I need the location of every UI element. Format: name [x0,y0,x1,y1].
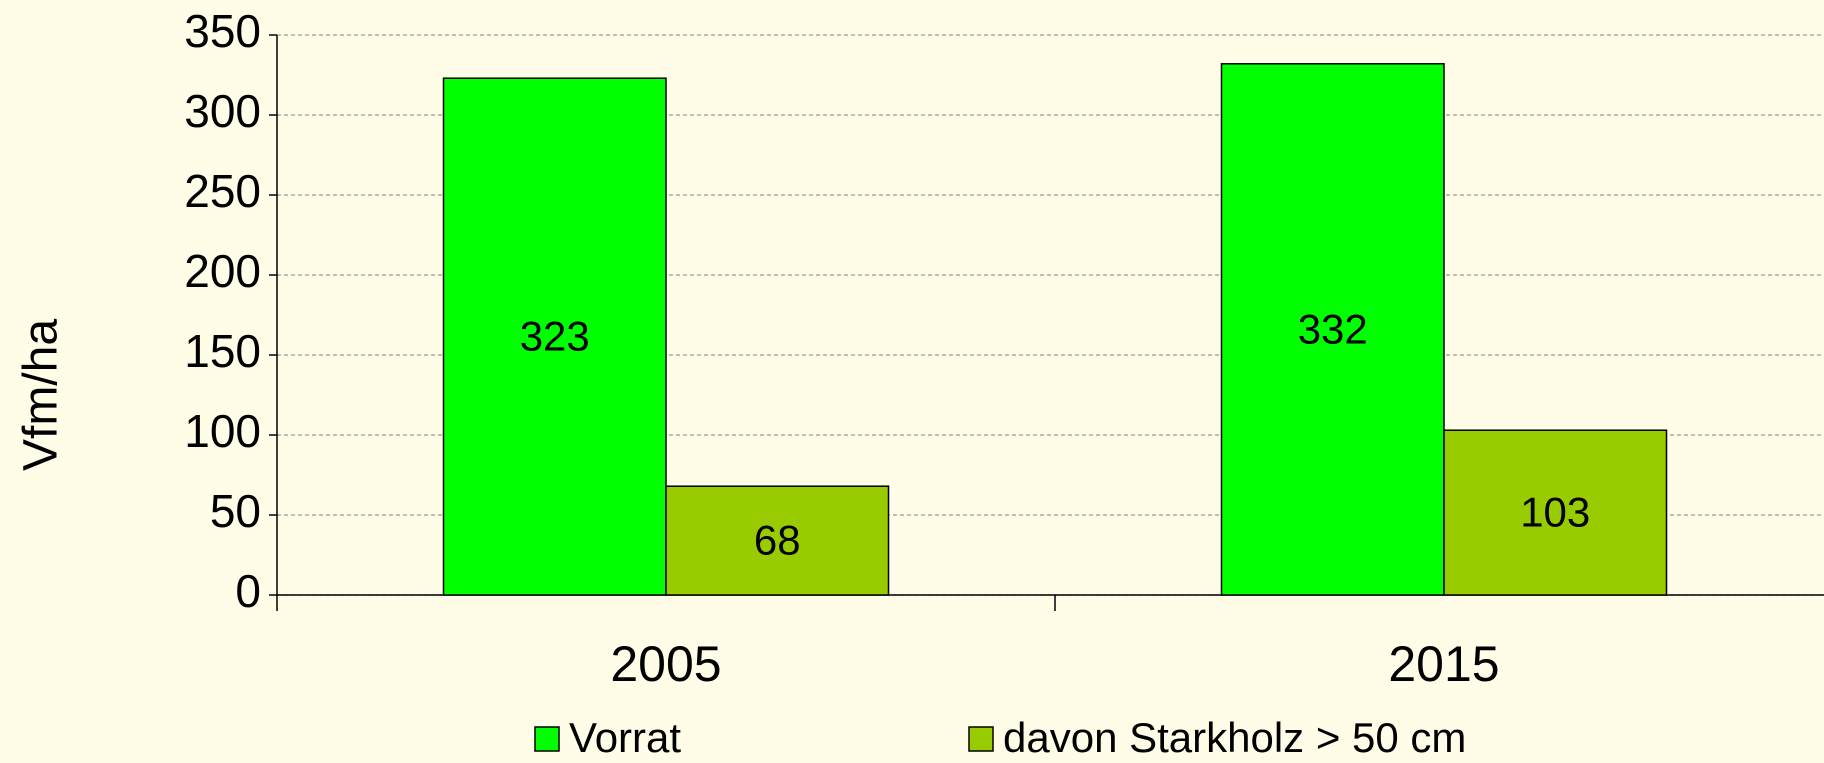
legend-label: davon Starkholz > 50 cm [1003,714,1466,761]
data-label: 103 [1520,489,1590,536]
y-tick-label: 50 [210,485,261,537]
y-tick-label: 350 [184,5,261,57]
x-tick-label: 2015 [1388,636,1499,692]
x-tick-label: 2005 [610,636,721,692]
y-tick-label: 100 [184,405,261,457]
legend-swatch [534,726,560,752]
bar [665,485,890,596]
y-axis-label: Vfm/ha [15,319,68,471]
bar [1220,63,1445,596]
data-label: 323 [520,313,590,360]
legend-label: Vorrat [569,714,681,761]
y-tick-label: 250 [184,165,261,217]
y-tick-label: 0 [235,565,261,617]
bar [442,77,667,596]
data-label: 332 [1298,305,1368,352]
y-tick-label: 300 [184,85,261,137]
legend-swatch [968,726,994,752]
data-label: 68 [754,517,801,564]
y-tick-label: 200 [184,245,261,297]
y-tick-label: 150 [184,325,261,377]
bar [1443,429,1668,596]
